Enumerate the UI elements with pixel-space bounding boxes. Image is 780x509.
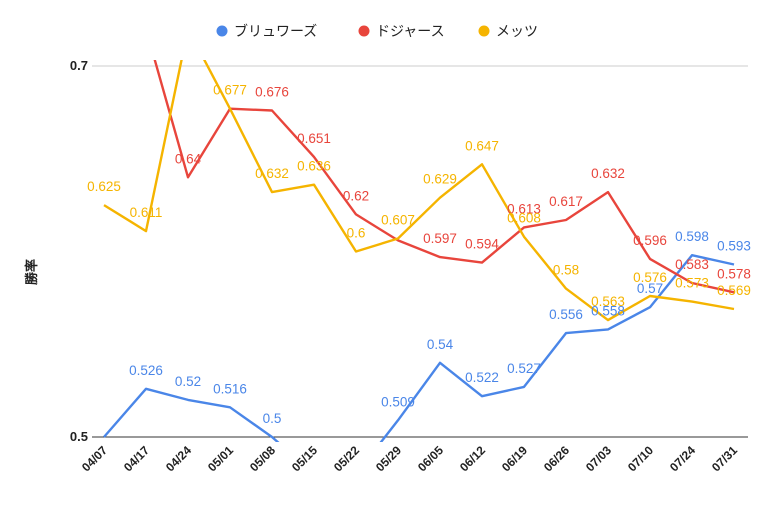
data-label: 0.651 (297, 131, 331, 146)
data-label: 0.522 (465, 370, 499, 385)
data-label: 0.677 (213, 83, 247, 98)
x-tick-label: 06/05 (415, 443, 446, 474)
data-label: 0.636 (297, 159, 331, 174)
y-tick-label: 0.7 (70, 58, 88, 73)
x-tick-label: 07/24 (667, 443, 698, 474)
data-label: 0.594 (465, 237, 499, 252)
y-tick-label: 0.5 (70, 429, 88, 444)
data-label: 0.516 (213, 381, 247, 396)
legend-item-label: ブリュワーズ (234, 23, 317, 39)
data-label: 0.526 (129, 363, 163, 378)
data-label: 0.625 (87, 179, 121, 194)
x-tick-label: 05/29 (373, 443, 404, 474)
legend-swatch-icon (478, 25, 490, 37)
data-label: 0.596 (633, 233, 667, 248)
x-tick-label: 07/10 (625, 443, 656, 474)
data-label: 0.509 (381, 394, 415, 409)
data-label: 0.676 (255, 85, 289, 100)
data-label: 0.6 (347, 226, 366, 241)
data-label: 0.64 (175, 151, 202, 166)
series-line-0 (103, 253, 735, 442)
x-tick-label: 05/22 (331, 443, 362, 474)
data-label: 0.62 (343, 188, 369, 203)
data-label: 0.632 (591, 166, 625, 181)
data-label: 0.583 (675, 257, 709, 272)
legend: ブリュワーズ ドジャース メッツ (216, 23, 538, 39)
data-label: 0.569 (717, 283, 751, 298)
y-axis-label: 勝率 (24, 259, 39, 285)
data-label: 0.608 (507, 211, 541, 226)
data-label: 0.598 (675, 229, 709, 244)
data-label: 0.58 (553, 263, 579, 278)
legend-swatch-icon (358, 25, 370, 37)
x-tick-label: 04/17 (121, 443, 152, 474)
x-tick-label: 06/12 (457, 443, 488, 474)
data-label: 0.647 (465, 138, 499, 153)
data-label: 0.576 (633, 270, 667, 285)
data-label: 0.54 (427, 337, 454, 352)
data-label: 0.563 (591, 294, 625, 309)
x-tick-label: 05/01 (205, 443, 236, 474)
data-label: 0.613 (507, 201, 541, 216)
data-label: 0.629 (423, 172, 457, 187)
x-tick-label: 04/24 (163, 443, 194, 474)
x-tick-label: 05/08 (247, 443, 278, 474)
data-label: 0.556 (549, 307, 583, 322)
data-label: 0.57 (637, 281, 663, 296)
data-label: 0.5 (263, 411, 282, 426)
x-tick-label: 06/26 (541, 443, 572, 474)
data-label: 0.632 (255, 166, 289, 181)
data-label: 0.578 (717, 266, 751, 281)
data-label: 0.52 (175, 374, 201, 389)
x-tick-label: 07/31 (709, 443, 740, 474)
x-tick-label: 05/15 (289, 443, 320, 474)
series-line-1 (153, 60, 735, 294)
data-label: 0.573 (675, 276, 709, 291)
x-tick-label: 07/03 (583, 443, 614, 474)
legend-item-label: ドジャース (376, 23, 445, 39)
data-label: 0.597 (423, 231, 457, 246)
data-label: 0.558 (591, 303, 625, 318)
x-tick-label: 04/07 (79, 443, 110, 474)
series-line-2 (103, 60, 735, 322)
data-label: 0.593 (717, 238, 751, 253)
data-label: 0.617 (549, 194, 583, 209)
data-label: 0.527 (507, 361, 541, 376)
data-label: 0.611 (130, 205, 163, 220)
data-label: 0.607 (381, 213, 415, 228)
x-tick-label: 06/19 (499, 443, 530, 474)
legend-swatch-icon (216, 25, 228, 37)
legend-item-label: メッツ (496, 23, 538, 39)
